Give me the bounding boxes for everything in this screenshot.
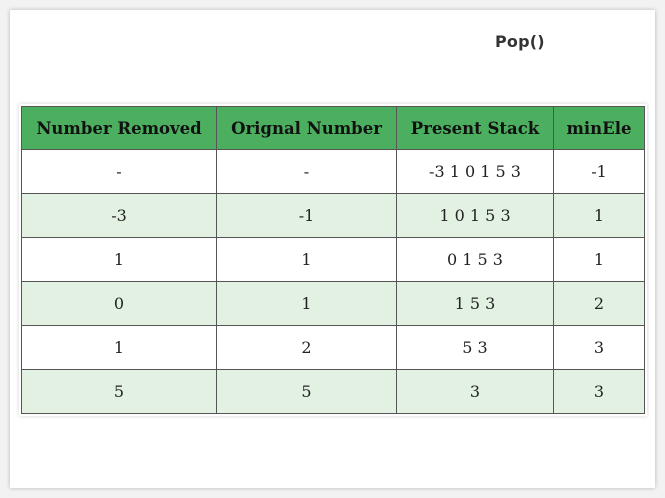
cell-original-number: -	[216, 149, 397, 194]
cell-number-removed: 0	[21, 281, 217, 326]
cell-min-ele: 3	[553, 325, 645, 370]
cell-number-removed: 1	[21, 237, 217, 282]
cell-original-number: 1	[216, 281, 397, 326]
table-row: 1 2 5 3 3	[21, 325, 645, 370]
cell-present-stack: 5 3	[396, 325, 554, 370]
page-title: Pop()	[495, 32, 545, 51]
cell-min-ele: 1	[553, 193, 645, 238]
cell-original-number: -1	[216, 193, 397, 238]
content-card: Pop() Number Removed Orignal Number Pres…	[10, 10, 655, 488]
cell-original-number: 2	[216, 325, 397, 370]
cell-min-ele: 1	[553, 237, 645, 282]
table-row: 0 1 1 5 3 2	[21, 281, 645, 326]
cell-number-removed: 5	[21, 369, 217, 414]
table-row: 5 5 3 3	[21, 369, 645, 414]
cell-min-ele: 3	[553, 369, 645, 414]
cell-original-number: 5	[216, 369, 397, 414]
cell-original-number: 1	[216, 237, 397, 282]
cell-present-stack: 0 1 5 3	[396, 237, 554, 282]
cell-number-removed: 1	[21, 325, 217, 370]
header-original-number: Orignal Number	[216, 106, 397, 150]
cell-number-removed: -	[21, 149, 217, 194]
header-min-ele: minEle	[553, 106, 645, 150]
cell-present-stack: 3	[396, 369, 554, 414]
cell-present-stack: 1 0 1 5 3	[396, 193, 554, 238]
cell-present-stack: 1 5 3	[396, 281, 554, 326]
stack-table: Number Removed Orignal Number Present St…	[21, 106, 645, 414]
cell-min-ele: 2	[553, 281, 645, 326]
header-number-removed: Number Removed	[21, 106, 217, 150]
cell-present-stack: -3 1 0 1 5 3	[396, 149, 554, 194]
table-container: Number Removed Orignal Number Present St…	[19, 104, 647, 416]
header-present-stack: Present Stack	[396, 106, 554, 150]
table-row: 1 1 0 1 5 3 1	[21, 237, 645, 282]
cell-number-removed: -3	[21, 193, 217, 238]
cell-min-ele: -1	[553, 149, 645, 194]
table-row: - - -3 1 0 1 5 3 -1	[21, 149, 645, 194]
table-row: -3 -1 1 0 1 5 3 1	[21, 193, 645, 238]
table-header-row: Number Removed Orignal Number Present St…	[21, 106, 645, 150]
